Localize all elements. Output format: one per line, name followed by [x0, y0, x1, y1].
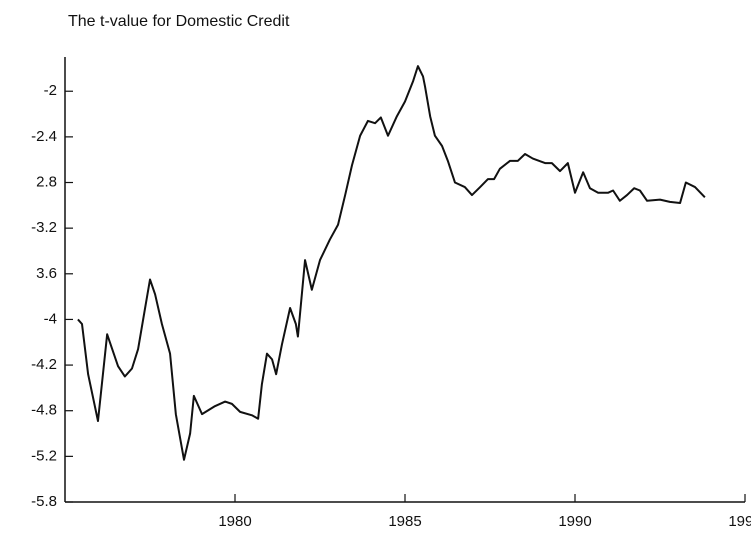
y-tick-label: -3.2 [31, 219, 57, 236]
y-tick-label: -4.8 [31, 402, 57, 419]
y-tick-label: -2 [44, 82, 57, 99]
y-tick-label: 3.6 [36, 265, 57, 282]
y-tick-label: -4.2 [31, 356, 57, 373]
y-tick-label: -4 [44, 310, 57, 327]
line [77, 65, 706, 461]
y-tick-label: 2.8 [36, 173, 57, 190]
y-tick-label: -5.2 [31, 447, 57, 464]
x-tick-label: 1980 [218, 513, 251, 530]
y-tick-label: -2.4 [31, 128, 57, 145]
x-tick-label: 1990 [558, 513, 591, 530]
y-tick-label: -5.8 [31, 493, 57, 510]
x-tick-label: 1985 [388, 513, 421, 530]
x-tick-label: 1995 [728, 513, 751, 530]
chart-title: The t-value for Domestic Credit [68, 13, 290, 30]
